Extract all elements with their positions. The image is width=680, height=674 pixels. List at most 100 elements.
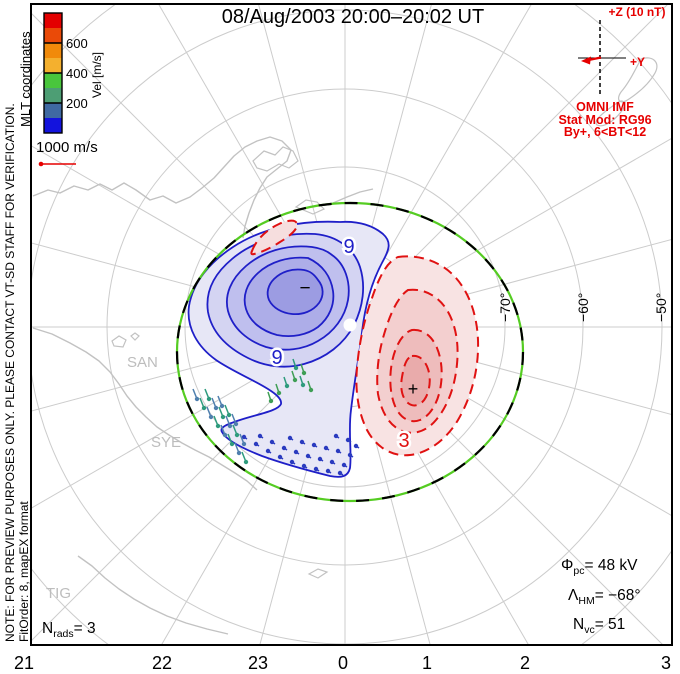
positive-potential-cell [250, 219, 480, 457]
stat-subscript: HM [578, 595, 594, 607]
coastline [32, 327, 258, 491]
stat-subscript: rads [53, 628, 73, 640]
positive-cell-sign: + [408, 379, 419, 399]
velocity-vector-dot [269, 439, 275, 445]
radar-site-label: TIG [46, 585, 71, 602]
reference-vector [38, 161, 76, 167]
velocity-vector-dot [317, 456, 323, 462]
velocity-vector-dot [289, 459, 295, 465]
stat-symbol: N [573, 616, 584, 633]
stat-symbol: Φ [561, 557, 573, 574]
stat-value: = −68° [595, 587, 641, 604]
pole-marker-dot [343, 318, 357, 332]
velocity-vector-dot [300, 382, 306, 388]
velocity-vector-dot [337, 470, 343, 476]
mlt-tick-label: 21 [14, 653, 34, 673]
mlt-tick-label: 23 [248, 653, 268, 673]
imf-model-label: Stat Mod: RG96 [558, 113, 651, 127]
coastline-layer [32, 57, 658, 635]
velocity-vector-dot [347, 452, 353, 458]
radar-site-labels: SAN SYE TIG [46, 354, 181, 602]
colorbar-tick-label: 200 [66, 96, 88, 111]
velocity-vector-dot [301, 463, 307, 469]
velocity-vector-dot [313, 466, 319, 472]
radar-site-label: SYE [151, 434, 181, 451]
potential-stat: Φpc= 48 kV [561, 557, 638, 577]
stat-subscript: vc [584, 624, 595, 636]
mlt-tick-label: 0 [338, 653, 348, 673]
fitorder-note: FitOrder: 8, mapEX format [17, 501, 31, 642]
velocity-vector-dot [284, 383, 290, 389]
velocity-vector-dot [222, 432, 228, 438]
velocity-vector-dot [194, 396, 200, 402]
hm-lat-stat: ΛHM= −68° [568, 587, 641, 607]
velocity-vector-dot [341, 462, 347, 468]
negative-potential-cell [187, 220, 390, 478]
stat-value: = 51 [595, 616, 626, 633]
contour-labels: 9 9 3 − + [269, 234, 419, 455]
coastline-island [111, 332, 140, 348]
velocity-vector-dot [219, 403, 225, 409]
preview-note: NOTE: FOR PREVIEW PURPOSES ONLY. PLEASE … [3, 103, 17, 642]
colorbar-segment [44, 13, 62, 28]
imf-condition-label: By+, 6<BT<12 [564, 125, 646, 139]
velocity-vector-dot [353, 443, 359, 449]
velocity-vector-dot [226, 412, 232, 418]
side-annotations: MLT coordinates NOTE: FOR PREVIEW PURPOS… [3, 31, 33, 642]
velocity-vector-dot [236, 450, 242, 456]
negative-cell-sign: − [299, 278, 310, 299]
colorbar-segment [44, 28, 62, 43]
velocity-vector-dot [215, 423, 221, 429]
velocity-vector-dot [333, 433, 339, 439]
latitude-label: −70° [497, 293, 513, 322]
colorbar-segment [44, 118, 62, 133]
coastline-island [307, 568, 329, 579]
imf-y-label: +Y [630, 55, 645, 69]
colorbar-segment [44, 88, 62, 103]
velocity-vector-dot [301, 370, 307, 376]
mlt-tick-label: 2 [520, 653, 530, 673]
velocity-vectors [192, 358, 360, 476]
velocity-colorbar: 600 400 200 Vel [m/s] 1000 m/s [36, 12, 104, 167]
velocity-vector-dot [201, 405, 207, 411]
contour-pos-inner [400, 354, 431, 407]
velocity-vector-dot [257, 433, 263, 439]
velocity-vector-dot [292, 377, 298, 383]
colorbar-segment [44, 58, 62, 73]
velocity-vector-dot [305, 453, 311, 459]
velocity-vector-dot [243, 459, 249, 465]
velocity-vector-dot [233, 421, 239, 427]
latitude-label: −60° [575, 293, 591, 322]
contour-pos-small-dayside [250, 219, 299, 256]
velocity-vector-dot [287, 435, 293, 441]
velocity-vector-dot [229, 441, 235, 447]
neg-contour-label: 9 [271, 347, 282, 369]
velocity-vector-dot [220, 414, 226, 420]
imf-source-label: OMNI IMF [576, 100, 634, 114]
colorbar-tick-label: 400 [66, 66, 88, 81]
statistics: Φpc= 48 kV ΛHM= −68° Nvc= 51 Nrads= 3 [42, 557, 641, 640]
velocity-vector-dot [241, 441, 247, 447]
coastline-new-zealand [595, 57, 658, 127]
colorbar-cells [44, 13, 62, 133]
latitude-labels: −70° −60° −50° [497, 293, 669, 322]
plot-title: 08/Aug/2003 20:00–20:02 UT [222, 6, 484, 28]
colorbar-segment [44, 43, 62, 58]
velocity-vector-dot [277, 454, 283, 460]
mlt-tick-label: 3 [661, 653, 671, 673]
velocity-vector-dot [329, 459, 335, 465]
hm-boundary [175, 201, 525, 503]
velocity-vector-dot [208, 414, 214, 420]
neg-contour-label: 9 [343, 236, 354, 258]
velocity-vector-dot [241, 434, 247, 440]
velocity-vector-dot [281, 445, 287, 451]
velocity-vector-dot [293, 449, 299, 455]
coastline [332, 188, 374, 204]
stat-subscript: pc [573, 565, 584, 577]
velocity-vector-dot [299, 439, 305, 445]
vector-count-stat: Nvc= 51 [573, 616, 625, 636]
velocity-vector-dot [335, 448, 341, 454]
coordinates-label: MLT coordinates [18, 31, 33, 127]
mlt-tick-label: 22 [152, 653, 172, 673]
velocity-vector-dot [213, 405, 219, 411]
